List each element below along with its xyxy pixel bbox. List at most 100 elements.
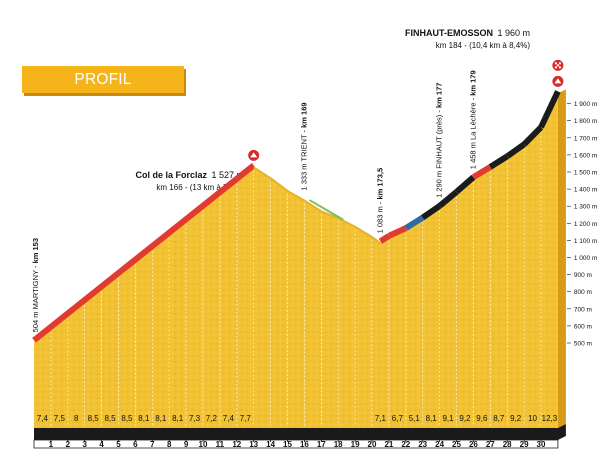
profile-descent	[303, 199, 322, 213]
profile-segment	[488, 153, 509, 170]
y-tick-label: 700 m	[574, 306, 592, 313]
finish-flag-check	[556, 64, 559, 67]
gradient-label: 7,4	[223, 414, 235, 423]
finish-flag-check	[554, 66, 557, 69]
waypoint-km: km 169	[299, 102, 308, 127]
waypoint-label: 1 083 m - km 173,5	[375, 168, 384, 233]
summit-name: Col de la Forclaz	[135, 170, 208, 180]
km-tick-label: 8	[167, 440, 172, 449]
profile-segment	[378, 233, 391, 244]
gradient-label: 6,7	[392, 414, 404, 423]
y-tick-label: 1 600 m	[574, 152, 598, 159]
profile-segment	[538, 90, 561, 129]
profile-descent	[337, 217, 356, 228]
gradient-label: 7,5	[54, 414, 66, 423]
km-tick-label: 20	[368, 440, 377, 449]
gradient-label: 8	[74, 414, 79, 423]
gradient-label: 9,2	[459, 414, 471, 423]
profile-segment	[437, 189, 459, 209]
gradient-label: 8,1	[138, 414, 150, 423]
km-tick-label: 1	[49, 440, 54, 449]
waypoint-text: 1 458 m La Léchère -	[468, 96, 477, 169]
y-tick-label: 1 200 m	[574, 221, 598, 228]
km-tick-label: 28	[503, 440, 512, 449]
profile-descent	[270, 177, 289, 192]
profile-segment	[420, 203, 442, 221]
km-strip	[33, 439, 559, 449]
waypoint-km: km 177	[435, 83, 444, 108]
summit-altitude: 1 960 m	[497, 28, 530, 38]
gradient-label: 5,1	[409, 414, 421, 423]
km-tick-label: 18	[334, 440, 343, 449]
finish-flag-check	[554, 62, 557, 65]
km-tick-label: 30	[537, 440, 546, 449]
gradient-label: 8,5	[104, 414, 116, 423]
finish-flag-check	[558, 62, 561, 65]
waypoint-label: 504 m MARTIGNY - km 153	[31, 238, 40, 332]
km-tick-label: 23	[418, 440, 427, 449]
km-tick-label: 13	[249, 440, 258, 449]
km-tick-label: 11	[216, 440, 225, 449]
km-tick-label: 16	[300, 440, 309, 449]
profile-segment	[471, 164, 492, 180]
profile-side	[557, 89, 566, 428]
km-tick-label: 19	[351, 440, 360, 449]
km-tick-label: 5	[116, 440, 121, 449]
km-tick-label: 3	[82, 440, 87, 449]
gradient-label: 8,1	[426, 414, 438, 423]
km-tick-label: 17	[317, 440, 326, 449]
y-tick-label: 500 m	[574, 341, 592, 348]
waypoint-text: 1 083 m -	[375, 200, 384, 234]
profile-segment	[521, 125, 544, 147]
waypoint-text: 504 m MARTIGNY -	[31, 263, 40, 332]
km-tick-label: 7	[150, 440, 155, 449]
summit-label-forclaz: Col de la Forclaz 1 527 m km 166 - (13 k…	[112, 165, 244, 192]
profile-green-patch	[308, 199, 344, 221]
waypoint-km: km 153	[31, 238, 40, 263]
gradient-label: 7,2	[206, 414, 218, 423]
km-tick-label: 2	[66, 440, 71, 449]
profile-segment	[404, 214, 425, 231]
finish-flag-check	[558, 66, 561, 69]
profile-area	[34, 93, 558, 428]
profile-segment	[32, 163, 256, 343]
gradient-label: 8,1	[172, 414, 184, 423]
profile-segment	[454, 174, 476, 195]
profile-descent	[320, 210, 339, 220]
profile-badge: PROFIL PARTICULIER	[22, 66, 184, 115]
y-tick-label: 800 m	[574, 289, 592, 296]
profile-descent	[371, 236, 382, 245]
y-tick-label: 1 000 m	[574, 255, 598, 262]
y-tick-label: 1 900 m	[574, 101, 598, 108]
waypoint-label: 1 458 m La Léchère - km 179	[468, 70, 477, 169]
mountain-icon	[250, 152, 258, 158]
km-tick-label: 26	[469, 440, 478, 449]
gradient-label: 7,3	[189, 414, 201, 423]
km-tick-label: 12	[232, 440, 241, 449]
gradient-label: 7,1	[375, 414, 387, 423]
gradient-label: 8,1	[155, 414, 167, 423]
waypoint-km: km 179	[468, 70, 477, 95]
km-tick-label: 15	[283, 440, 292, 449]
km-tick-label: 29	[520, 440, 529, 449]
y-tick-label: 600 m	[574, 323, 592, 330]
gradient-label: 10	[528, 414, 537, 423]
y-tick-label: 1 800 m	[574, 118, 598, 125]
y-tick-label: 900 m	[574, 272, 592, 279]
gradient-label: 9,2	[510, 414, 522, 423]
waypoint-km: km 173,5	[375, 168, 384, 200]
summit-altitude: 1 527 m	[211, 170, 244, 180]
y-tick-label: 1 400 m	[574, 187, 598, 194]
km-tick-label: 10	[199, 440, 208, 449]
gradient-label: 8,5	[88, 414, 100, 423]
gradient-label: 7,4	[37, 414, 49, 423]
y-tick-label: 1 500 m	[574, 170, 598, 177]
km-tick-label: 4	[99, 440, 104, 449]
waypoint-label: 1 333 m TRIENT - km 169	[299, 102, 308, 190]
waypoint-text: 1 333 m TRIENT -	[299, 128, 308, 191]
gradient-label: 8,5	[121, 414, 133, 423]
profile-segment	[387, 225, 408, 239]
waypoint-label: 1 290 m FINHAUT (près) - km 177	[435, 83, 444, 198]
